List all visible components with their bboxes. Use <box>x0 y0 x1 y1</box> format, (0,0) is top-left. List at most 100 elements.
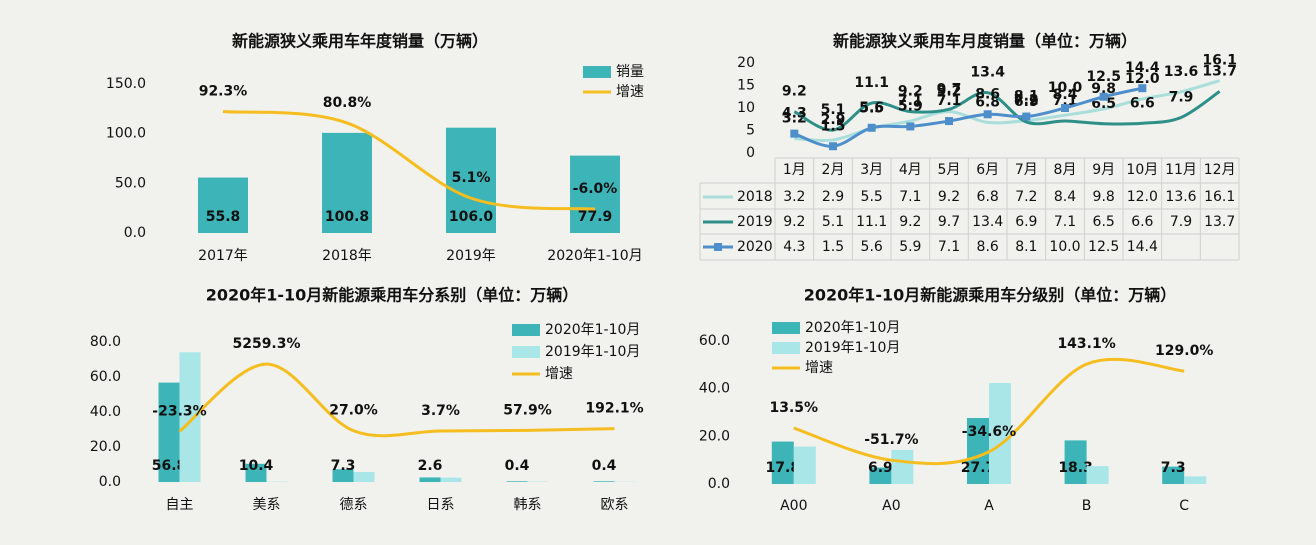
bar <box>446 127 496 233</box>
table-cell: 2.9 <box>822 189 844 205</box>
legend-label: 2020年1-10月 <box>805 320 900 336</box>
x-tick-label: 2017年 <box>198 248 248 264</box>
data-label: -23.3% <box>152 403 206 419</box>
x-tick-label: 欧系 <box>601 497 629 513</box>
table-cell: 7.1 <box>1054 214 1076 230</box>
marker <box>945 117 953 126</box>
x-tick-label: 2020年1-10月 <box>547 248 642 264</box>
data-label: 9.2 <box>898 84 923 100</box>
bar <box>158 382 180 482</box>
legend-label: 增速 <box>805 360 833 376</box>
y-tick-label: 50.0 <box>115 175 146 191</box>
data-label: 4.3 <box>782 106 807 122</box>
line <box>222 110 596 211</box>
bar <box>967 417 989 484</box>
legend-label: 销量 <box>616 64 644 80</box>
marker <box>1099 92 1108 101</box>
table-header: 6月 <box>976 162 999 178</box>
table-header: 8月 <box>1054 162 1077 178</box>
x-tick-label: 自主 <box>166 497 194 513</box>
table-cell: 9.7 <box>938 214 960 230</box>
data-label: 80.8% <box>323 95 372 111</box>
marker <box>867 123 876 132</box>
legend-key <box>772 322 800 334</box>
table-header: 2月 <box>822 162 845 178</box>
data-label: 11.1 <box>854 75 889 91</box>
data-label: -34.6% <box>962 424 1016 440</box>
table-cell: 11.1 <box>856 214 887 230</box>
table-cell: 5.1 <box>822 214 844 230</box>
line <box>793 86 1143 148</box>
bar <box>353 472 375 482</box>
table-header: 5月 <box>938 162 961 178</box>
chart-title: 2020年1-10月新能源乘用车分级别（单位：万辆） <box>804 286 1177 305</box>
table-cell: 9.2 <box>899 214 921 230</box>
data-label: 6.9 <box>868 460 893 476</box>
data-label: 12.0 <box>1125 71 1160 87</box>
table-cell: 13.7 <box>1204 214 1235 230</box>
table-cell: 6.5 <box>1093 214 1115 230</box>
x-tick-label: B <box>1082 498 1092 514</box>
x-tick-label: 2019年 <box>446 248 496 264</box>
bar <box>793 446 816 484</box>
data-label: 13.5% <box>770 400 819 416</box>
data-label: 1.5 <box>821 118 846 134</box>
y-tick-label: 40.0 <box>90 404 121 420</box>
table-cell: 7.2 <box>1015 189 1037 205</box>
table-header: 7月 <box>1015 162 1038 178</box>
data-label: 10.0 <box>1048 80 1083 96</box>
y-tick-label: 20.0 <box>699 428 730 444</box>
data-label: 13.7 <box>1202 63 1237 79</box>
legend-key <box>512 346 540 358</box>
y-tick-label: 15 <box>737 78 755 94</box>
marker <box>1061 104 1069 112</box>
data-label: 8.6 <box>975 86 1000 102</box>
legend-label: 2018 <box>737 189 773 205</box>
x-tick-label: A <box>984 498 994 514</box>
chart-title: 2020年1-10月新能源乘用车分系别（单位：万辆） <box>206 286 579 305</box>
table-cell: 7.1 <box>938 239 960 255</box>
y-tick-label: 0.0 <box>124 225 146 241</box>
chart-title: 新能源狭义乘用车年度销量（万辆） <box>232 32 488 51</box>
line <box>178 362 615 438</box>
data-label: 18.3 <box>1058 460 1093 476</box>
legend-label: 2019年1-10月 <box>805 340 900 356</box>
data-label: 5.5 <box>859 100 884 116</box>
bar <box>989 382 1011 484</box>
data-label: 0.4 <box>592 458 617 474</box>
data-label: 9.2 <box>937 84 962 100</box>
data-label: 2.6 <box>418 458 443 474</box>
bar <box>771 441 794 484</box>
data-label: 8.4 <box>1053 87 1078 103</box>
marker <box>1022 112 1031 121</box>
table-header: 12月 <box>1204 162 1236 178</box>
data-label: 27.0% <box>329 403 378 419</box>
y-tick-label: 0 <box>746 145 755 161</box>
bar <box>245 463 267 482</box>
data-label: 7.9 <box>1169 89 1194 105</box>
data-label: 6.9 <box>1014 94 1039 110</box>
table-header: 4月 <box>899 162 922 178</box>
x-tick-label: 韩系 <box>514 497 542 513</box>
data-label: 6.6 <box>1130 95 1155 111</box>
x-tick-label: 日系 <box>427 497 455 513</box>
legend-label: 2020年1-10月 <box>545 322 640 338</box>
x-tick-label: A00 <box>780 498 807 514</box>
y-tick-label: 60.0 <box>699 333 730 349</box>
table-header: 10月 <box>1126 162 1158 178</box>
data-label: 0.4 <box>505 458 530 474</box>
data-label: 57.9% <box>503 402 552 418</box>
x-tick-label: C <box>1179 498 1189 514</box>
data-label: 77.9 <box>578 209 613 225</box>
marker <box>1138 84 1147 93</box>
data-label: 9.8 <box>1091 81 1116 97</box>
table-cell: 9.8 <box>1093 189 1115 205</box>
data-label: 9.7 <box>937 81 962 97</box>
data-label: 7.1 <box>937 93 962 109</box>
marker <box>906 122 915 131</box>
bar <box>1184 476 1207 484</box>
table-cell: 14.4 <box>1127 239 1158 255</box>
data-label: 10.4 <box>239 458 274 474</box>
table-header: 11月 <box>1165 162 1197 178</box>
x-tick-label: 美系 <box>253 497 281 513</box>
